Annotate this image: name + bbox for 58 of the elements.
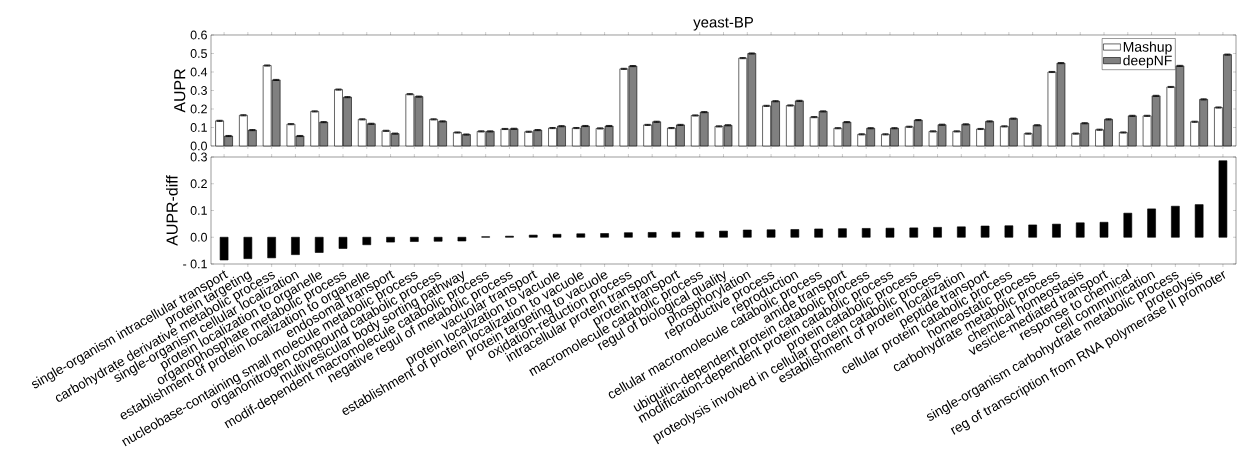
y-tick-label: 0.2 [190, 104, 207, 114]
bar [790, 229, 800, 238]
bar [386, 236, 395, 243]
y-tick-label: 0.2 [190, 179, 207, 189]
y-tick-label: 0.1 [190, 123, 207, 132]
y-axis-title: AUPR-diff [166, 175, 178, 246]
bar [338, 236, 348, 249]
bar [314, 236, 324, 253]
bar [742, 229, 752, 238]
bar [695, 231, 705, 238]
bar [1171, 205, 1180, 238]
bar [291, 236, 300, 255]
bar [1004, 225, 1014, 238]
bar [1099, 221, 1109, 238]
bar [980, 225, 990, 238]
legend-label: deepNF [1123, 55, 1172, 69]
bar [957, 226, 966, 238]
y-tick-label: 0.3 [190, 86, 207, 95]
y-tick-label: 0.1 [190, 206, 207, 215]
bar [933, 227, 942, 238]
bar [219, 236, 229, 261]
bar [576, 233, 586, 238]
y-tick-label: - 0.1 [183, 259, 207, 269]
bar [528, 234, 538, 238]
bar [671, 231, 681, 238]
y-tick-label: 0.5 [190, 49, 207, 58]
bar [814, 228, 823, 238]
bar [861, 228, 871, 238]
y-tick-label: 0.4 [190, 67, 208, 77]
y-tick-label: 0.6 [190, 30, 207, 40]
bar [838, 228, 847, 238]
legend-label: Mashup [1123, 41, 1172, 55]
bar [1218, 160, 1228, 238]
bar [362, 236, 372, 246]
bar [552, 234, 562, 238]
bar [267, 236, 276, 259]
bar [600, 233, 609, 238]
bar [243, 236, 253, 259]
bar [647, 232, 657, 238]
bar [457, 236, 467, 242]
y-tick-label: 0.0 [190, 141, 207, 151]
bar [719, 230, 728, 238]
y-tick-label: 0.3 [190, 152, 207, 162]
bar [1147, 208, 1156, 238]
y-axis-title: AUPR [174, 69, 186, 113]
bar [909, 227, 919, 238]
bar [885, 227, 895, 238]
chart-title: yeast-BP [693, 17, 754, 31]
bar [410, 236, 419, 242]
bar [1194, 204, 1204, 238]
bar [433, 236, 443, 242]
bar [1052, 223, 1061, 238]
bar [766, 229, 776, 238]
y-tick-label: 0.0 [190, 232, 207, 242]
bar [1123, 212, 1133, 238]
bar [624, 232, 633, 238]
bar [1028, 224, 1037, 238]
bar [1075, 222, 1085, 238]
